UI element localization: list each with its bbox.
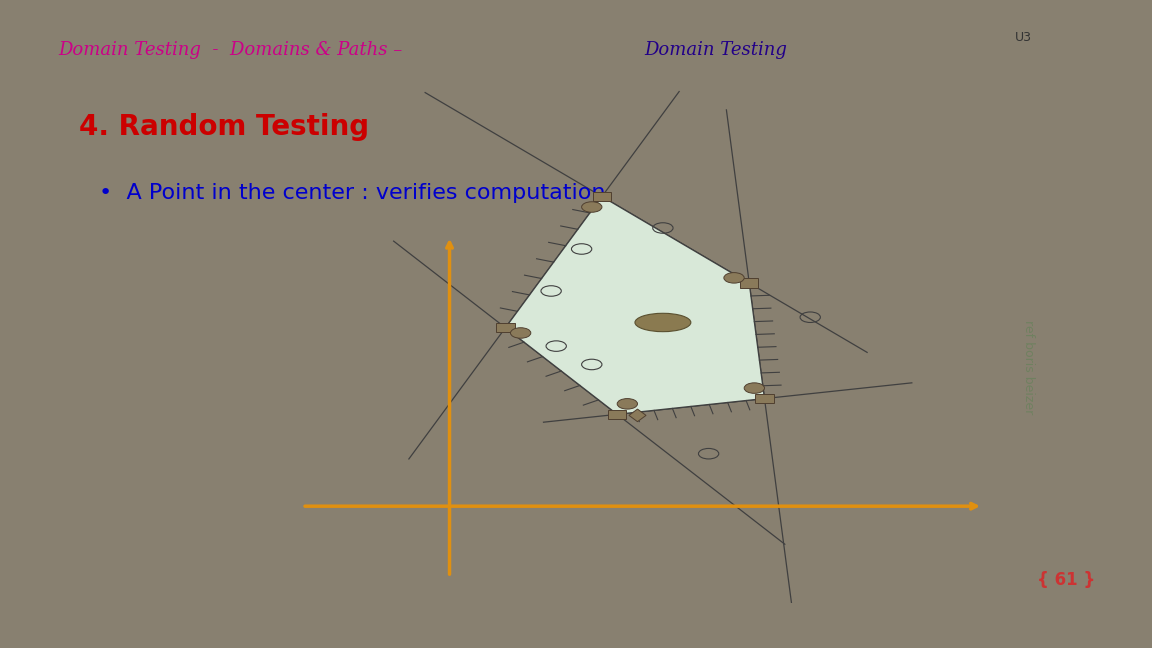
Bar xyxy=(497,323,515,332)
Circle shape xyxy=(510,328,531,338)
Bar xyxy=(740,279,758,288)
Text: Domain Testing  -  Domains & Paths –: Domain Testing - Domains & Paths – xyxy=(59,41,409,58)
Text: { 61 }: { 61 } xyxy=(1037,571,1096,588)
Text: 4. Random Testing: 4. Random Testing xyxy=(78,113,369,141)
Text: U3: U3 xyxy=(1015,31,1032,44)
Ellipse shape xyxy=(635,313,691,332)
Text: •  A Point in the center : verifies computation: • A Point in the center : verifies compu… xyxy=(99,183,606,203)
Bar xyxy=(608,410,627,419)
Bar xyxy=(756,394,774,403)
Circle shape xyxy=(582,202,602,213)
Circle shape xyxy=(744,383,765,393)
Polygon shape xyxy=(629,409,646,422)
Polygon shape xyxy=(506,196,765,414)
Bar xyxy=(593,192,611,202)
Circle shape xyxy=(723,273,744,283)
Circle shape xyxy=(617,399,637,409)
Text: Domain Testing: Domain Testing xyxy=(645,41,788,58)
Text: ref boris beizer: ref boris beizer xyxy=(1022,320,1036,414)
